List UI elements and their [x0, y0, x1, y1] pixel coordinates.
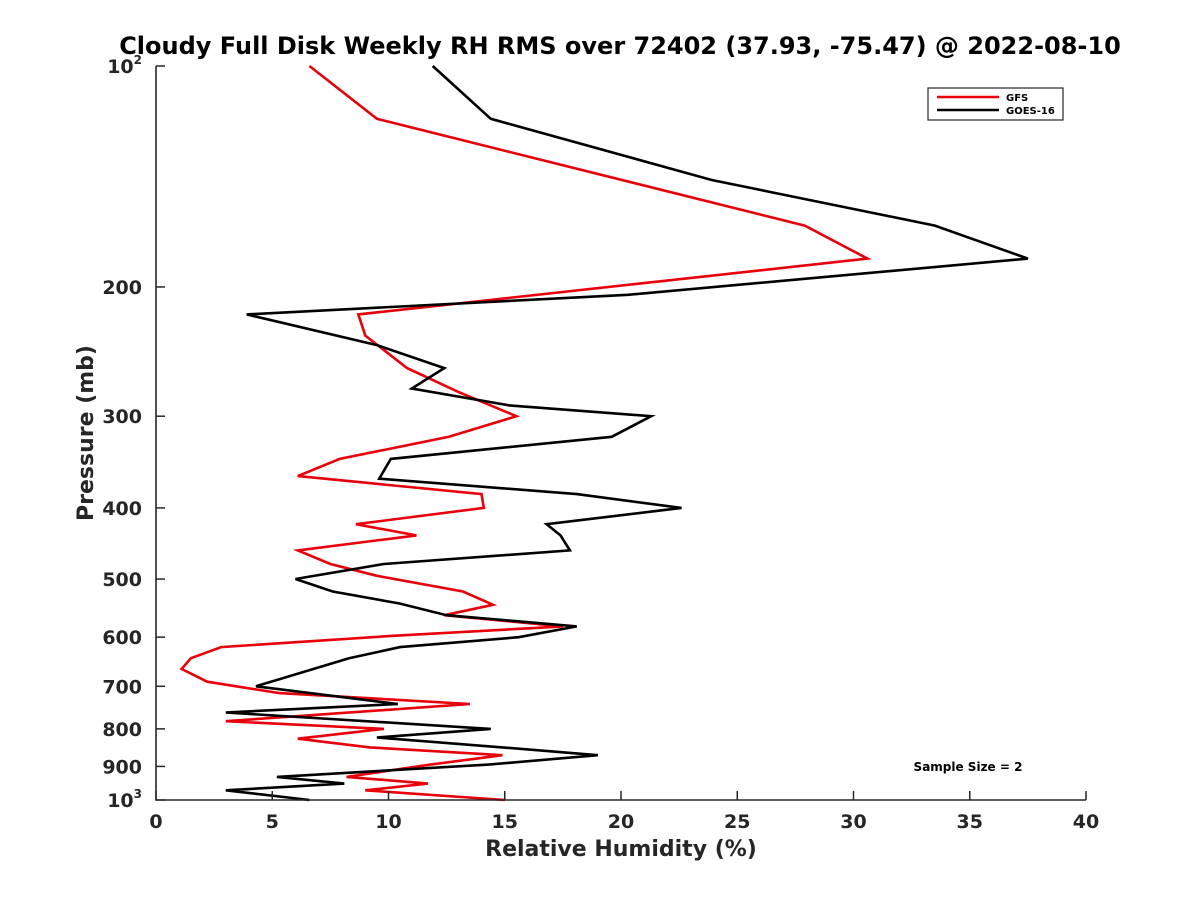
- legend-box: [927, 87, 1064, 121]
- x-tick-label: 5: [266, 811, 279, 833]
- y-tick-label: 500: [102, 569, 142, 591]
- legend-label-gfs: GFS: [1006, 93, 1028, 104]
- legend: GFS GOES-16: [927, 87, 1064, 121]
- y-tick-label: 200: [102, 277, 142, 299]
- series-line-goes16: [225, 65, 1029, 802]
- y-tick-label: 800: [102, 719, 142, 741]
- x-tick-label: 35: [957, 811, 983, 833]
- x-tick-label: 25: [724, 811, 750, 833]
- series-line-gfs: [179, 64, 872, 802]
- x-tick-label: 40: [1073, 811, 1099, 833]
- y-tick-label: 102: [107, 53, 142, 78]
- y-axis-label: Pressure (mb): [74, 345, 99, 521]
- x-tick-label: 20: [608, 811, 634, 833]
- sample-size-annotation: Sample Size = 2: [914, 760, 1023, 774]
- x-axis-label: Relative Humidity (%): [485, 837, 757, 862]
- x-axis: 0 5 10 15 20 25 30 35 40: [149, 791, 1099, 833]
- y-tick-label: 103: [107, 787, 142, 812]
- legend-label-goes16: GOES-16: [1006, 106, 1055, 117]
- y-tick-label: 900: [102, 756, 142, 778]
- x-tick-label: 0: [149, 811, 162, 833]
- y-axis: 102 200 300 400 500 600 700 800 900 103: [102, 53, 165, 812]
- chart-title: Cloudy Full Disk Weekly RH RMS over 7240…: [119, 32, 1121, 60]
- y-tick-label: 300: [102, 406, 142, 428]
- x-tick-label: 30: [840, 811, 866, 833]
- x-tick-label: 10: [375, 811, 401, 833]
- y-tick-label: 700: [102, 676, 142, 698]
- y-tick-label: 600: [102, 627, 142, 649]
- series-layer: [179, 64, 1029, 802]
- y-tick-label: 400: [102, 498, 142, 520]
- x-tick-label: 15: [492, 811, 518, 833]
